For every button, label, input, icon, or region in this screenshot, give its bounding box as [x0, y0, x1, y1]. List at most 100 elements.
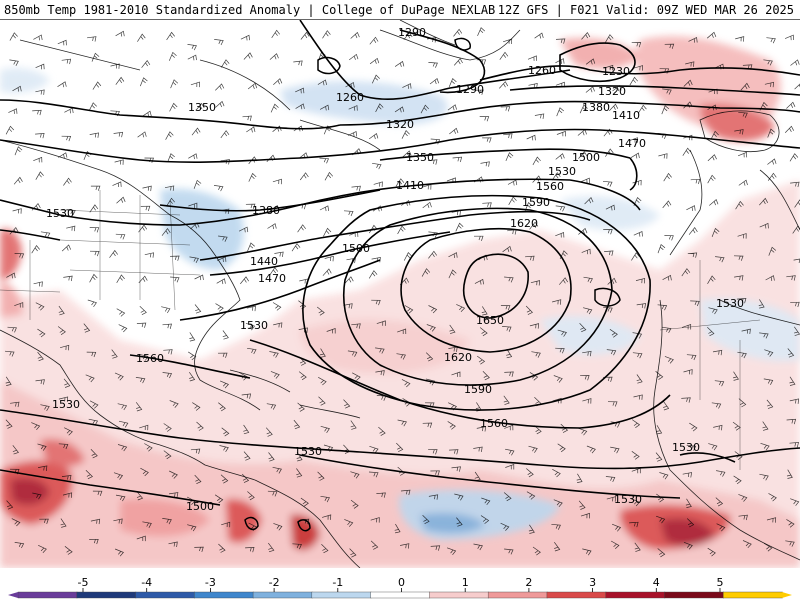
wind-barb	[610, 540, 620, 549]
wind-barb	[57, 81, 67, 88]
wind-barb	[40, 231, 51, 238]
wind-barb	[89, 204, 99, 213]
wind-barb	[194, 274, 204, 281]
wind-barb	[786, 101, 796, 109]
wind-barb	[35, 89, 45, 95]
wind-barb	[194, 474, 202, 485]
wind-barb	[526, 468, 534, 478]
contour-label: 1410	[396, 179, 424, 192]
wind-barb	[473, 543, 483, 551]
wind-barb	[453, 57, 463, 66]
contour-label: 1320	[598, 85, 626, 98]
contour-label: 1260	[528, 64, 556, 77]
wind-barb	[140, 467, 149, 477]
wind-barb	[768, 493, 777, 502]
wind-barb	[767, 158, 777, 165]
wind-barb	[711, 402, 722, 409]
wind-barb	[92, 81, 102, 90]
legend-tick-label: -1	[332, 576, 343, 589]
wind-barb	[33, 34, 43, 41]
wind-barb	[733, 475, 742, 485]
wind-barb	[583, 276, 593, 284]
wind-barb	[560, 423, 569, 433]
wind-barb	[247, 242, 255, 252]
wind-barb	[784, 125, 795, 134]
wind-barb	[503, 395, 510, 405]
wind-barb	[221, 521, 231, 528]
wind-barb	[162, 372, 173, 379]
wind-barb	[273, 523, 283, 531]
wind-barb	[629, 76, 638, 86]
wind-barb	[92, 490, 103, 497]
wind-barb	[368, 270, 378, 279]
wind-barb	[425, 352, 434, 362]
wind-barb	[707, 174, 716, 184]
wind-barb	[766, 399, 774, 409]
wind-barb	[605, 204, 615, 211]
wind-barb	[111, 349, 118, 359]
wind-barb	[707, 154, 717, 162]
wind-barb	[499, 81, 509, 89]
wind-barb	[89, 250, 100, 257]
wind-barb	[218, 543, 226, 553]
wind-barb	[609, 103, 619, 111]
wind-barb	[109, 249, 118, 258]
wind-barb	[35, 379, 45, 385]
wind-barb	[300, 497, 309, 507]
wind-barb	[317, 79, 327, 86]
wind-barb	[35, 302, 45, 311]
wind-barb	[759, 473, 769, 481]
wind-barb	[504, 424, 514, 431]
wind-barb	[58, 396, 69, 402]
wind-barb	[603, 306, 613, 313]
wind-barb	[686, 205, 696, 211]
wind-barb	[375, 370, 385, 376]
wind-barb	[112, 181, 122, 188]
wind-barb	[268, 542, 275, 553]
legend-tick-label: 2	[525, 576, 532, 589]
wind-barb	[61, 244, 72, 252]
wind-barb	[189, 256, 199, 263]
wind-barb	[576, 473, 583, 483]
wind-barb	[378, 426, 386, 436]
wind-barb	[63, 177, 72, 186]
wind-barb	[505, 152, 514, 162]
wind-barb	[219, 445, 229, 452]
wind-barb	[551, 172, 561, 181]
wind-barb	[372, 162, 382, 170]
contour-labels: 1290 1260 1230 1260 1290 1320 1380 1410 …	[46, 26, 744, 513]
wind-barb	[473, 446, 483, 452]
wind-barb	[430, 470, 440, 476]
wind-barb	[733, 255, 744, 261]
wind-barb	[64, 546, 73, 555]
wind-barb	[114, 372, 124, 381]
wind-barb	[139, 77, 148, 87]
wind-barb	[759, 332, 769, 339]
wind-barb	[507, 179, 518, 186]
map-title: 850mb Temp 1981-2010 Standardized Anomal…	[4, 3, 496, 17]
wind-barb	[585, 58, 596, 65]
wind-barb	[343, 210, 354, 217]
wind-barb	[657, 244, 666, 254]
wind-barb	[190, 448, 201, 454]
wind-barb	[194, 546, 204, 553]
wind-barb	[320, 495, 330, 503]
wind-barb	[787, 348, 795, 358]
wind-barb	[631, 42, 642, 48]
wind-barb	[633, 197, 642, 206]
wind-barb	[735, 200, 744, 210]
wind-barb	[194, 304, 202, 314]
wind-barb	[404, 305, 414, 314]
wind-barb	[142, 185, 152, 192]
wind-barb	[428, 494, 439, 500]
wind-barb	[707, 327, 715, 337]
wind-barb	[245, 547, 255, 553]
wind-barb	[322, 514, 332, 520]
wind-barb	[681, 324, 692, 330]
wind-barb	[397, 419, 407, 427]
wind-barb	[214, 39, 224, 46]
wind-barb	[139, 305, 147, 316]
wind-barb	[711, 227, 720, 238]
wind-barb	[607, 277, 617, 285]
wind-barb	[170, 255, 180, 261]
